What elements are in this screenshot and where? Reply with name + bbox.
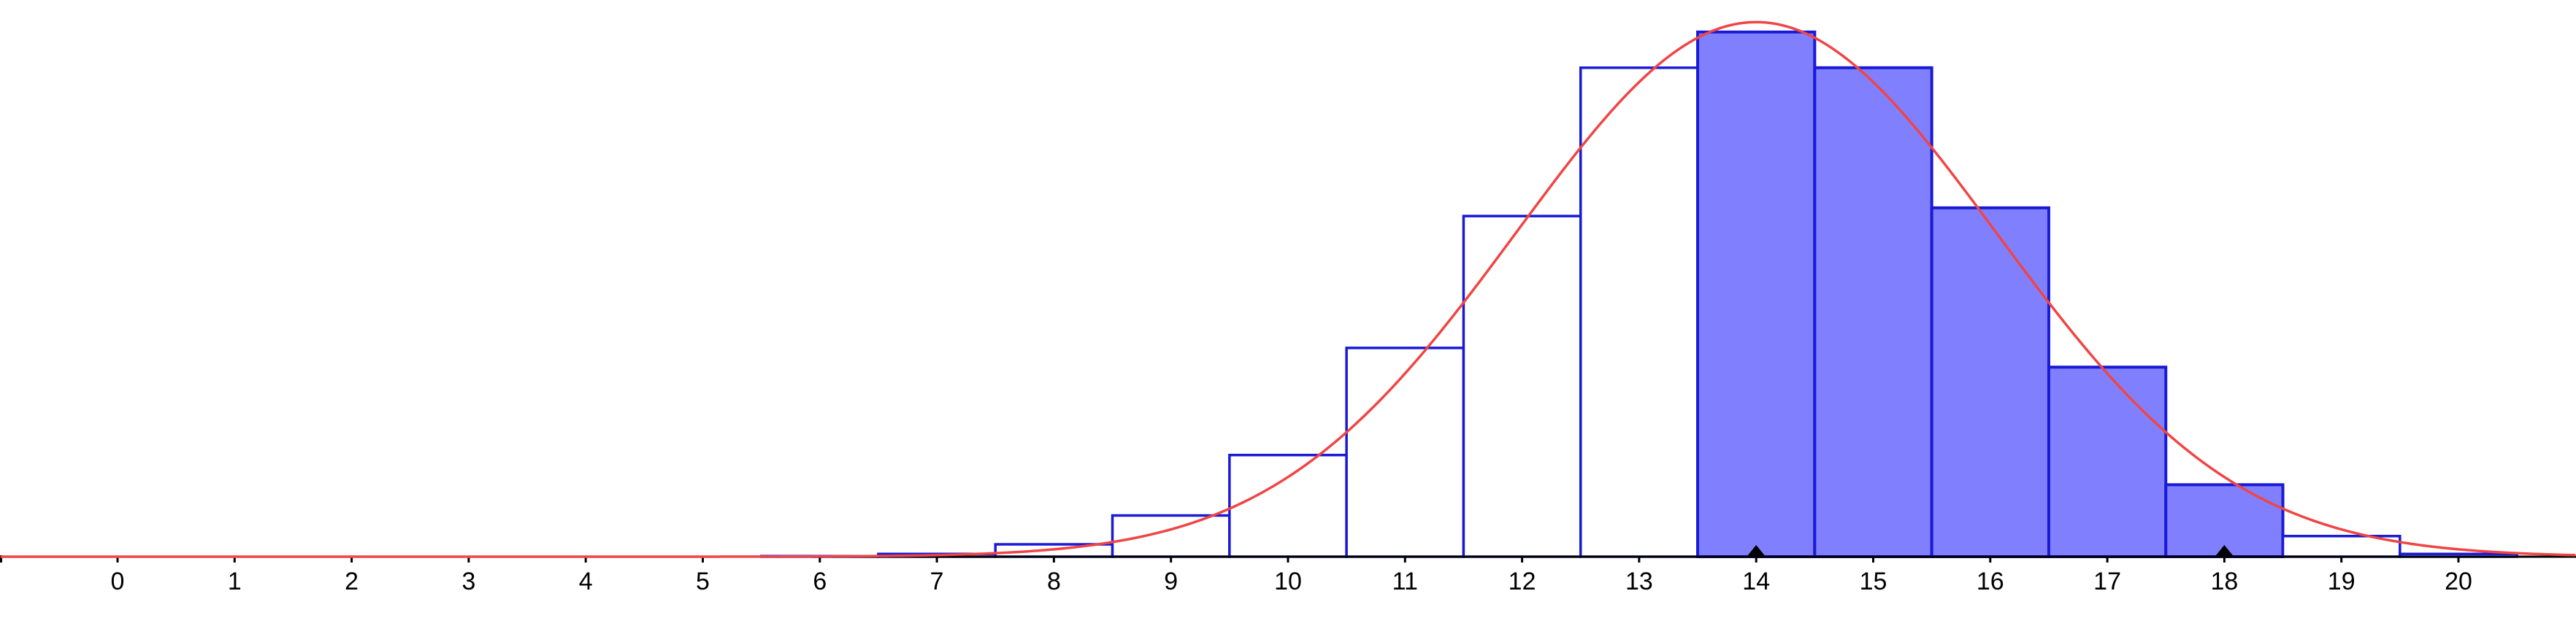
normal-curve: [0, 20, 2576, 558]
bars-layer: [759, 30, 2518, 558]
x-tick-label-19: 19: [2328, 568, 2355, 595]
x-tick-label-17: 17: [2093, 568, 2121, 595]
x-tick-label-5: 5: [696, 568, 710, 595]
x-tick-label-18: 18: [2210, 568, 2238, 595]
x-tick-label-0: 0: [111, 568, 125, 595]
bar-15: [1813, 66, 1933, 558]
bar-17: [2047, 366, 2168, 558]
x-tick-label-6: 6: [813, 568, 827, 595]
markers-layer: [1747, 545, 2234, 557]
x-tick-label-20: 20: [2445, 568, 2472, 595]
x-tick-label-15: 15: [1860, 568, 1887, 595]
x-axis: 0 1 2 3 4 5 6 7 8 9 10 11 12 13 14 15 16 17 18 19 20: [0, 555, 2576, 595]
x-tick-label-4: 4: [579, 568, 593, 595]
marker-triangle-18: [2215, 545, 2234, 557]
x-tick-label-7: 7: [930, 568, 944, 595]
bar-10: [1228, 453, 1348, 558]
x-tick-label-1: 1: [228, 568, 242, 595]
x-tick-label-16: 16: [1977, 568, 2004, 595]
x-tick-label-11: 11: [1392, 568, 1418, 595]
x-tick-label-8: 8: [1047, 568, 1061, 595]
normal-curve-layer: [0, 20, 2576, 558]
bar-11: [1345, 347, 1465, 558]
bar-18: [2164, 483, 2285, 558]
bar-16: [1930, 206, 2050, 558]
x-tick-label-10: 10: [1274, 568, 1302, 595]
bar-9: [1111, 514, 1231, 558]
x-tick-label-9: 9: [1164, 568, 1178, 595]
x-tick-label-12: 12: [1509, 568, 1536, 595]
marker-triangle-14: [1747, 545, 1766, 557]
bar-14: [1696, 30, 1817, 558]
x-tick-label-14: 14: [1742, 568, 1770, 595]
x-tick-label-13: 13: [1625, 568, 1653, 595]
x-tick-label-3: 3: [461, 568, 475, 595]
bar-12: [1462, 215, 1582, 558]
x-tick-label-2: 2: [345, 568, 359, 595]
bar-13: [1579, 66, 1699, 558]
